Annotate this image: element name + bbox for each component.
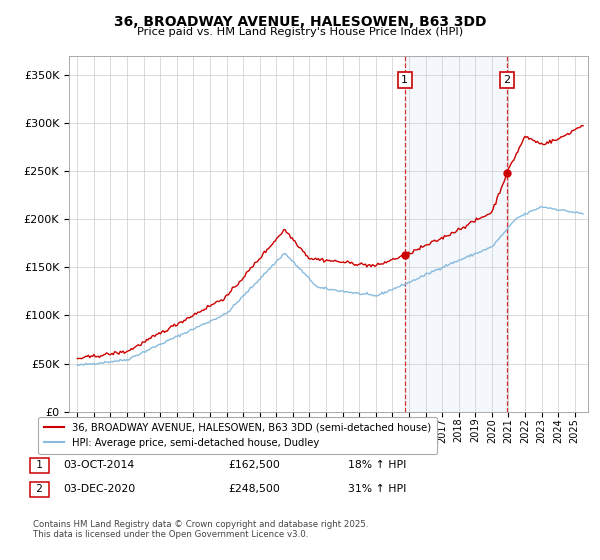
Bar <box>405 56 507 412</box>
Legend: 36, BROADWAY AVENUE, HALESOWEN, B63 3DD (semi-detached house), HPI: Average pric: 36, BROADWAY AVENUE, HALESOWEN, B63 3DD … <box>38 417 437 454</box>
Text: 36, BROADWAY AVENUE, HALESOWEN, B63 3DD: 36, BROADWAY AVENUE, HALESOWEN, B63 3DD <box>114 15 486 29</box>
Text: 18% ↑ HPI: 18% ↑ HPI <box>348 460 406 470</box>
Text: Contains HM Land Registry data © Crown copyright and database right 2025.
This d: Contains HM Land Registry data © Crown c… <box>33 520 368 539</box>
Text: 2: 2 <box>503 75 511 85</box>
Text: 1: 1 <box>401 75 408 85</box>
Text: £248,500: £248,500 <box>228 484 280 494</box>
Text: 03-OCT-2014: 03-OCT-2014 <box>63 460 134 470</box>
Text: 31% ↑ HPI: 31% ↑ HPI <box>348 484 406 494</box>
Text: £162,500: £162,500 <box>228 460 280 470</box>
Text: 03-DEC-2020: 03-DEC-2020 <box>63 484 135 494</box>
Text: 2: 2 <box>33 484 46 494</box>
Text: 1: 1 <box>33 460 46 470</box>
Text: Price paid vs. HM Land Registry's House Price Index (HPI): Price paid vs. HM Land Registry's House … <box>137 27 463 37</box>
